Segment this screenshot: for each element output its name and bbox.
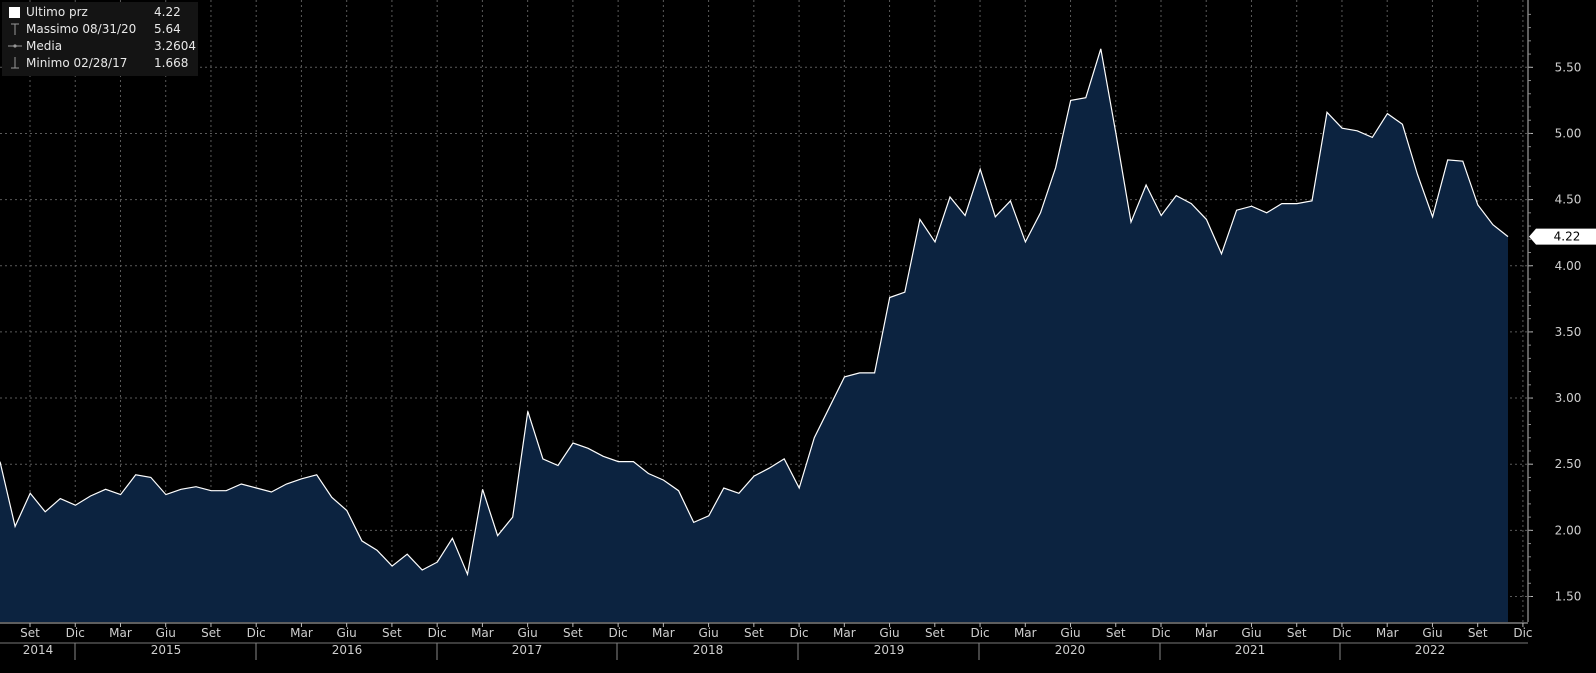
x-tick-month-label: Mar bbox=[1195, 626, 1218, 640]
legend-value: 5.64 bbox=[154, 22, 181, 36]
average-line-icon bbox=[8, 38, 22, 54]
legend-value: 3.2604 bbox=[154, 39, 196, 53]
x-tick-year-label: 2014 bbox=[23, 643, 54, 657]
x-tick-month-label: Dic bbox=[428, 626, 447, 640]
legend-row-max: Massimo 08/31/20 5.64 bbox=[6, 21, 196, 37]
x-tick-year-label: 2019 bbox=[874, 643, 905, 657]
x-tick-month-label: Set bbox=[382, 626, 402, 640]
x-tick-month-label: Mar bbox=[652, 626, 675, 640]
x-tick-month-label: Mar bbox=[1376, 626, 1399, 640]
max-marker-icon bbox=[8, 21, 22, 37]
x-tick-year-label: 2022 bbox=[1415, 643, 1446, 657]
last-price-marker: 4.22 bbox=[1529, 228, 1596, 245]
x-tick-month-label: Dic bbox=[1151, 626, 1170, 640]
x-tick-month-label: Mar bbox=[1014, 626, 1037, 640]
x-tick-month-label: Giu bbox=[518, 626, 538, 640]
x-tick-month-label: Set bbox=[563, 626, 583, 640]
white-square-swatch-icon bbox=[8, 4, 22, 20]
legend-label: Minimo 02/28/17 bbox=[26, 56, 128, 70]
y-tick-label: 5.00 bbox=[1555, 126, 1582, 140]
x-tick-month-label: Set bbox=[1468, 626, 1488, 640]
x-tick-month-label: Dic bbox=[1513, 626, 1532, 640]
y-tick-label: 3.00 bbox=[1555, 391, 1582, 405]
x-tick-year-label: 2015 bbox=[151, 643, 182, 657]
x-tick-month-label: Giu bbox=[879, 626, 899, 640]
x-tick-month-label: Set bbox=[1287, 626, 1307, 640]
y-tick-label: 5.50 bbox=[1555, 60, 1582, 74]
x-tick-month-label: Giu bbox=[337, 626, 357, 640]
x-tick-month-label: Dic bbox=[66, 626, 85, 640]
legend-label: Ultimo prz bbox=[26, 5, 88, 19]
legend-label: Massimo 08/31/20 bbox=[26, 22, 137, 36]
x-tick-month-label: Mar bbox=[290, 626, 313, 640]
x-tick-year-label: 2021 bbox=[1235, 643, 1266, 657]
y-tick-label: 2.50 bbox=[1555, 457, 1582, 471]
x-tick-month-label: Mar bbox=[833, 626, 856, 640]
price-line bbox=[0, 48, 1509, 577]
y-tick-label: 4.50 bbox=[1555, 193, 1582, 207]
x-tick-month-label: Set bbox=[925, 626, 945, 640]
legend-row-min: Minimo 02/28/17 1.668 bbox=[6, 55, 196, 71]
last-price-label: 4.22 bbox=[1554, 230, 1581, 244]
x-tick-year-label: 2016 bbox=[332, 643, 363, 657]
x-tick-month-label: Giu bbox=[1422, 626, 1442, 640]
legend-label: Media bbox=[26, 39, 63, 53]
legend-row-average: Media 3.2604 bbox=[6, 38, 196, 54]
x-tick-month-label: Set bbox=[20, 626, 40, 640]
x-tick-month-label: Giu bbox=[1241, 626, 1261, 640]
x-tick-month-label: Dic bbox=[1332, 626, 1351, 640]
y-tick-label: 3.50 bbox=[1555, 325, 1582, 339]
min-marker-icon bbox=[8, 55, 22, 71]
x-tick-month-label: Dic bbox=[247, 626, 266, 640]
x-tick-month-label: Dic bbox=[789, 626, 808, 640]
x-tick-month-label: Dic bbox=[609, 626, 628, 640]
x-tick-year-label: 2017 bbox=[512, 643, 543, 657]
y-axis: 1.50 2.00 2.50 3.00 3.50 4.00 4.50 5.00 5.50 bbox=[1527, 0, 1582, 622]
legend-row-last: Ultimo prz 4.22 bbox=[6, 4, 196, 20]
x-axis: Set Dic Mar Giu Set Dic Mar Giu Set Dic Mar Giu Set D… bbox=[0, 622, 1533, 660]
x-tick-month-label: Mar bbox=[471, 626, 494, 640]
legend-value: 4.22 bbox=[154, 5, 181, 19]
x-tick-year-label: 2018 bbox=[693, 643, 724, 657]
y-tick-label: 1.50 bbox=[1555, 590, 1582, 604]
x-tick-month-label: Giu bbox=[698, 626, 718, 640]
x-tick-month-label: Set bbox=[201, 626, 221, 640]
last-price-badge bbox=[1529, 228, 1596, 245]
x-tick-month-label: Dic bbox=[970, 626, 989, 640]
x-tick-month-label: Set bbox=[1106, 626, 1126, 640]
x-tick-month-label: Giu bbox=[1060, 626, 1080, 640]
x-tick-month-label: Mar bbox=[109, 626, 132, 640]
x-tick-month-label: Giu bbox=[156, 626, 176, 640]
x-tick-year-label: 2020 bbox=[1055, 643, 1086, 657]
legend-panel: Ultimo prz 4.22 Massimo 08/31/20 5.64 Me… bbox=[2, 2, 198, 76]
legend-value: 1.668 bbox=[154, 56, 189, 70]
y-tick-label: 2.00 bbox=[1555, 523, 1582, 537]
price-area-fill bbox=[0, 48, 1508, 623]
x-tick-month-label: Set bbox=[744, 626, 764, 640]
y-tick-label: 4.00 bbox=[1555, 259, 1582, 273]
